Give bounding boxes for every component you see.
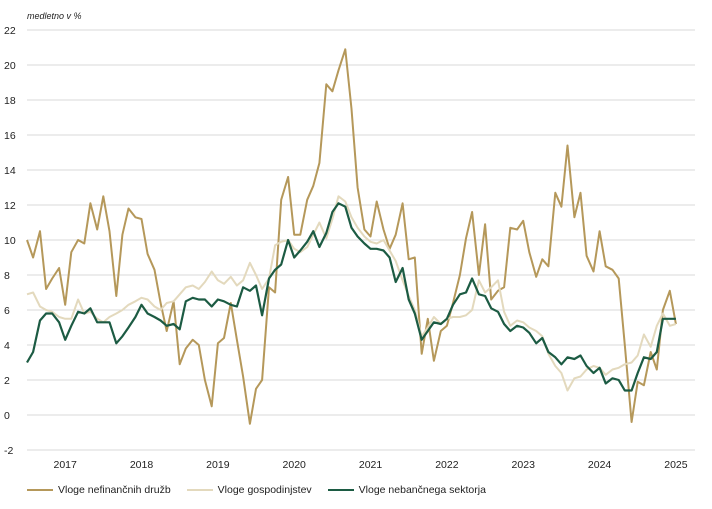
y-tick-label: 18	[4, 95, 16, 107]
legend-label: Vloge nebančnega sektorja	[358, 484, 486, 496]
series-line-1	[26, 48, 677, 425]
x-tick-label: 2020	[283, 459, 307, 471]
y-tick-label: 10	[4, 235, 16, 247]
y-axis-ticks: -2 0 2 4 6 8 10 12 14 16 18 20 22	[4, 25, 16, 457]
legend-swatch	[327, 489, 354, 491]
legend-swatch	[186, 489, 213, 491]
series-line-3	[26, 202, 676, 392]
x-tick-label: 2017	[53, 459, 77, 471]
x-tick-label: 2019	[206, 459, 230, 471]
x-axis-ticks: 2017 2018 2019 2020 2021 2022 2023 2024 2025	[53, 459, 687, 471]
y-tick-label: 2	[4, 375, 10, 387]
legend-item: Vloge gospodinjstev	[186, 484, 312, 496]
x-tick-label: 2018	[130, 459, 154, 471]
legend-label: Vloge gospodinjstev	[217, 484, 312, 496]
legend-label: Vloge nefinančnih družb	[58, 484, 171, 496]
y-tick-label: 6	[4, 305, 10, 317]
x-tick-label: 2021	[359, 459, 383, 471]
legend-item: Vloge nebančnega sektorja	[327, 484, 486, 496]
series-line-2	[26, 195, 677, 392]
x-tick-label: 2023	[512, 459, 536, 471]
x-tick-label: 2025	[664, 459, 688, 471]
y-tick-label: 8	[4, 270, 10, 282]
y-tick-label: 4	[4, 340, 10, 352]
y-tick-label: 14	[4, 165, 16, 177]
legend: Vloge nefinančnih družb Vloge gospodinjs…	[27, 484, 502, 496]
y-axis-label: medletno v %	[27, 11, 82, 21]
series-lines	[26, 48, 677, 425]
legend-swatch	[27, 489, 53, 491]
x-tick-label: 2024	[588, 459, 612, 471]
y-tick-label: 20	[4, 60, 16, 72]
legend-item: Vloge nefinančnih družb	[27, 484, 171, 496]
x-tick-label: 2022	[435, 459, 459, 471]
y-tick-label: 12	[4, 200, 16, 212]
gridlines	[27, 29, 695, 451]
y-tick-label: 0	[4, 410, 10, 422]
y-tick-label: 16	[4, 130, 16, 142]
y-tick-label: -2	[4, 445, 13, 457]
y-tick-label: 22	[4, 25, 16, 37]
